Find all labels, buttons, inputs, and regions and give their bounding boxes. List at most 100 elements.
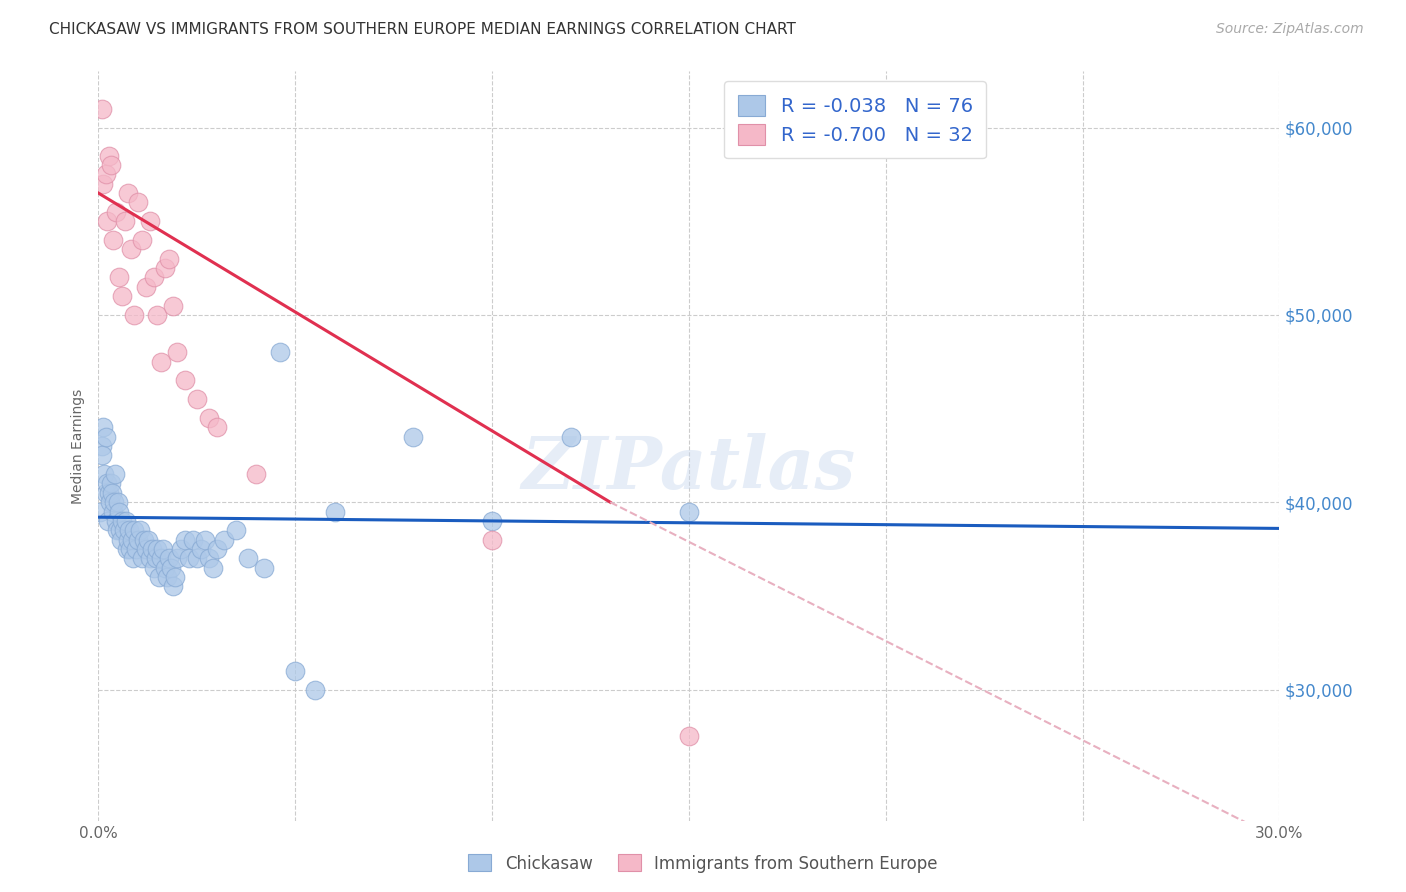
- Point: [111, 289, 134, 303]
- Point: [125, 542, 148, 557]
- Text: Source: ZipAtlas.com: Source: ZipAtlas.com: [1216, 22, 1364, 37]
- Point: [481, 533, 503, 547]
- Point: [89, 505, 111, 519]
- Point: [91, 177, 114, 191]
- Point: [141, 542, 163, 557]
- Point: [181, 533, 204, 547]
- Point: [122, 524, 145, 538]
- Point: [236, 551, 259, 566]
- Point: [197, 551, 219, 566]
- Point: [100, 158, 122, 172]
- Point: [128, 524, 150, 538]
- Point: [96, 476, 118, 491]
- Point: [205, 420, 228, 434]
- Point: [114, 214, 136, 228]
- Point: [100, 476, 122, 491]
- Point: [162, 580, 184, 594]
- Legend: Chickasaw, Immigrants from Southern Europe: Chickasaw, Immigrants from Southern Euro…: [461, 847, 945, 880]
- Point: [115, 514, 138, 528]
- Point: [160, 561, 183, 575]
- Point: [103, 233, 125, 247]
- Point: [127, 533, 149, 547]
- Point: [146, 308, 169, 322]
- Point: [481, 514, 503, 528]
- Point: [155, 561, 177, 575]
- Point: [142, 561, 165, 575]
- Point: [197, 411, 219, 425]
- Legend: R = -0.038   N = 76, R = -0.700   N = 32: R = -0.038 N = 76, R = -0.700 N = 32: [724, 81, 986, 159]
- Point: [104, 467, 127, 482]
- Point: [205, 542, 228, 557]
- Y-axis label: Median Earnings: Median Earnings: [72, 388, 86, 504]
- Point: [117, 186, 139, 201]
- Point: [98, 149, 121, 163]
- Point: [146, 542, 169, 557]
- Point: [165, 570, 187, 584]
- Point: [135, 542, 157, 557]
- Point: [157, 252, 180, 266]
- Point: [150, 551, 173, 566]
- Point: [190, 542, 212, 557]
- Point: [245, 467, 267, 482]
- Point: [98, 495, 121, 509]
- Text: ZIPatlas: ZIPatlas: [522, 433, 856, 504]
- Point: [162, 299, 184, 313]
- Point: [186, 392, 208, 407]
- Point: [122, 551, 145, 566]
- Point: [135, 280, 157, 294]
- Point: [108, 270, 131, 285]
- Point: [131, 233, 153, 247]
- Point: [152, 542, 174, 557]
- Point: [96, 214, 118, 228]
- Point: [115, 542, 138, 557]
- Point: [91, 449, 114, 463]
- Point: [107, 495, 129, 509]
- Point: [150, 355, 173, 369]
- Point: [103, 495, 125, 509]
- Point: [166, 551, 188, 566]
- Point: [98, 486, 121, 500]
- Point: [90, 439, 112, 453]
- Point: [105, 524, 128, 538]
- Point: [96, 486, 118, 500]
- Point: [678, 505, 700, 519]
- Point: [177, 551, 200, 566]
- Point: [112, 524, 135, 538]
- Point: [284, 664, 307, 678]
- Point: [138, 551, 160, 566]
- Point: [323, 505, 346, 519]
- Point: [186, 551, 208, 566]
- Point: [156, 570, 179, 584]
- Point: [166, 345, 188, 359]
- Point: [108, 505, 131, 519]
- Point: [110, 533, 132, 547]
- Point: [201, 561, 224, 575]
- Point: [155, 261, 177, 276]
- Point: [142, 270, 165, 285]
- Point: [136, 533, 159, 547]
- Point: [145, 551, 167, 566]
- Point: [269, 345, 291, 359]
- Point: [108, 524, 131, 538]
- Point: [402, 430, 425, 444]
- Point: [214, 533, 236, 547]
- Point: [225, 524, 247, 538]
- Point: [94, 168, 117, 182]
- Point: [118, 542, 141, 557]
- Point: [174, 374, 197, 388]
- Point: [90, 102, 112, 116]
- Point: [105, 205, 128, 219]
- Point: [253, 561, 276, 575]
- Point: [122, 308, 145, 322]
- Point: [117, 533, 139, 547]
- Point: [105, 514, 128, 528]
- Point: [121, 533, 143, 547]
- Point: [157, 551, 180, 566]
- Point: [101, 486, 124, 500]
- Point: [93, 467, 115, 482]
- Point: [138, 214, 160, 228]
- Text: CHICKASAW VS IMMIGRANTS FROM SOUTHERN EUROPE MEDIAN EARNINGS CORRELATION CHART: CHICKASAW VS IMMIGRANTS FROM SOUTHERN EU…: [49, 22, 796, 37]
- Point: [560, 430, 582, 444]
- Point: [127, 195, 149, 210]
- Point: [120, 243, 142, 257]
